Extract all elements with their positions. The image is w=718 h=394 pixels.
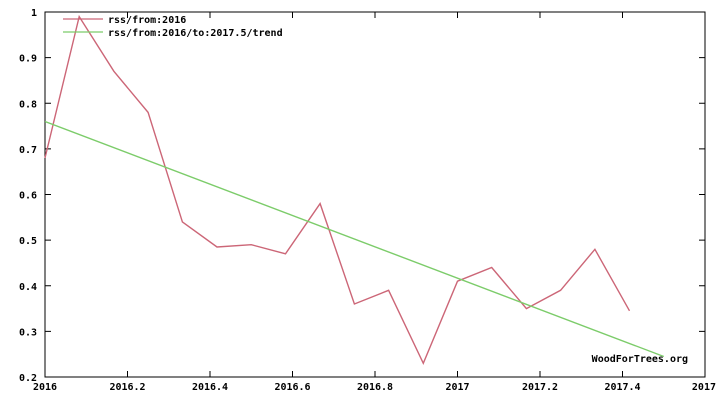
x-tick-label: 2017.4 <box>604 382 640 393</box>
series-layer <box>44 14 665 366</box>
legend: rss/from:2016 rss/from:2016/to:2017.5/tr… <box>63 15 283 39</box>
axis-ticks: 0.2 0.3 0.4 0.5 0.6 0.7 0.8 0.9 1 2016 2016.2 2016.… <box>19 8 716 393</box>
plot-frame <box>44 11 706 378</box>
y-tick-label: 0.6 <box>19 191 37 202</box>
x-tick-label: 2016.4 <box>192 382 228 393</box>
y-tick-label: 0.5 <box>19 236 37 247</box>
series-line-1 <box>44 120 665 358</box>
y-tick-label: 0.3 <box>19 327 37 338</box>
y-tick-label: 1 <box>31 8 37 19</box>
y-tick-label: 0.9 <box>19 54 37 65</box>
x-tick-label: 2017 <box>445 382 469 393</box>
x-tick-label: 2017 <box>692 382 716 393</box>
y-tick-label: 0.7 <box>19 145 37 156</box>
series-line-0 <box>44 14 631 366</box>
y-tick-label: 0.4 <box>19 282 37 293</box>
legend-entry-trend: rss/from:2016/to:2017.5/trend <box>108 28 283 39</box>
x-tick-label: 2016.8 <box>357 382 393 393</box>
x-tick-label: 2017.2 <box>522 382 558 393</box>
x-tick-label: 2016.6 <box>274 382 310 393</box>
legend-entry-rss: rss/from:2016 <box>108 15 186 26</box>
x-tick-label: 2016 <box>33 382 57 393</box>
y-tick-label: 0.2 <box>19 373 37 384</box>
x-tick-label: 2016.2 <box>109 382 145 393</box>
credit-annotation: WoodForTrees.org <box>592 354 688 365</box>
y-tick-label: 0.8 <box>19 99 37 110</box>
